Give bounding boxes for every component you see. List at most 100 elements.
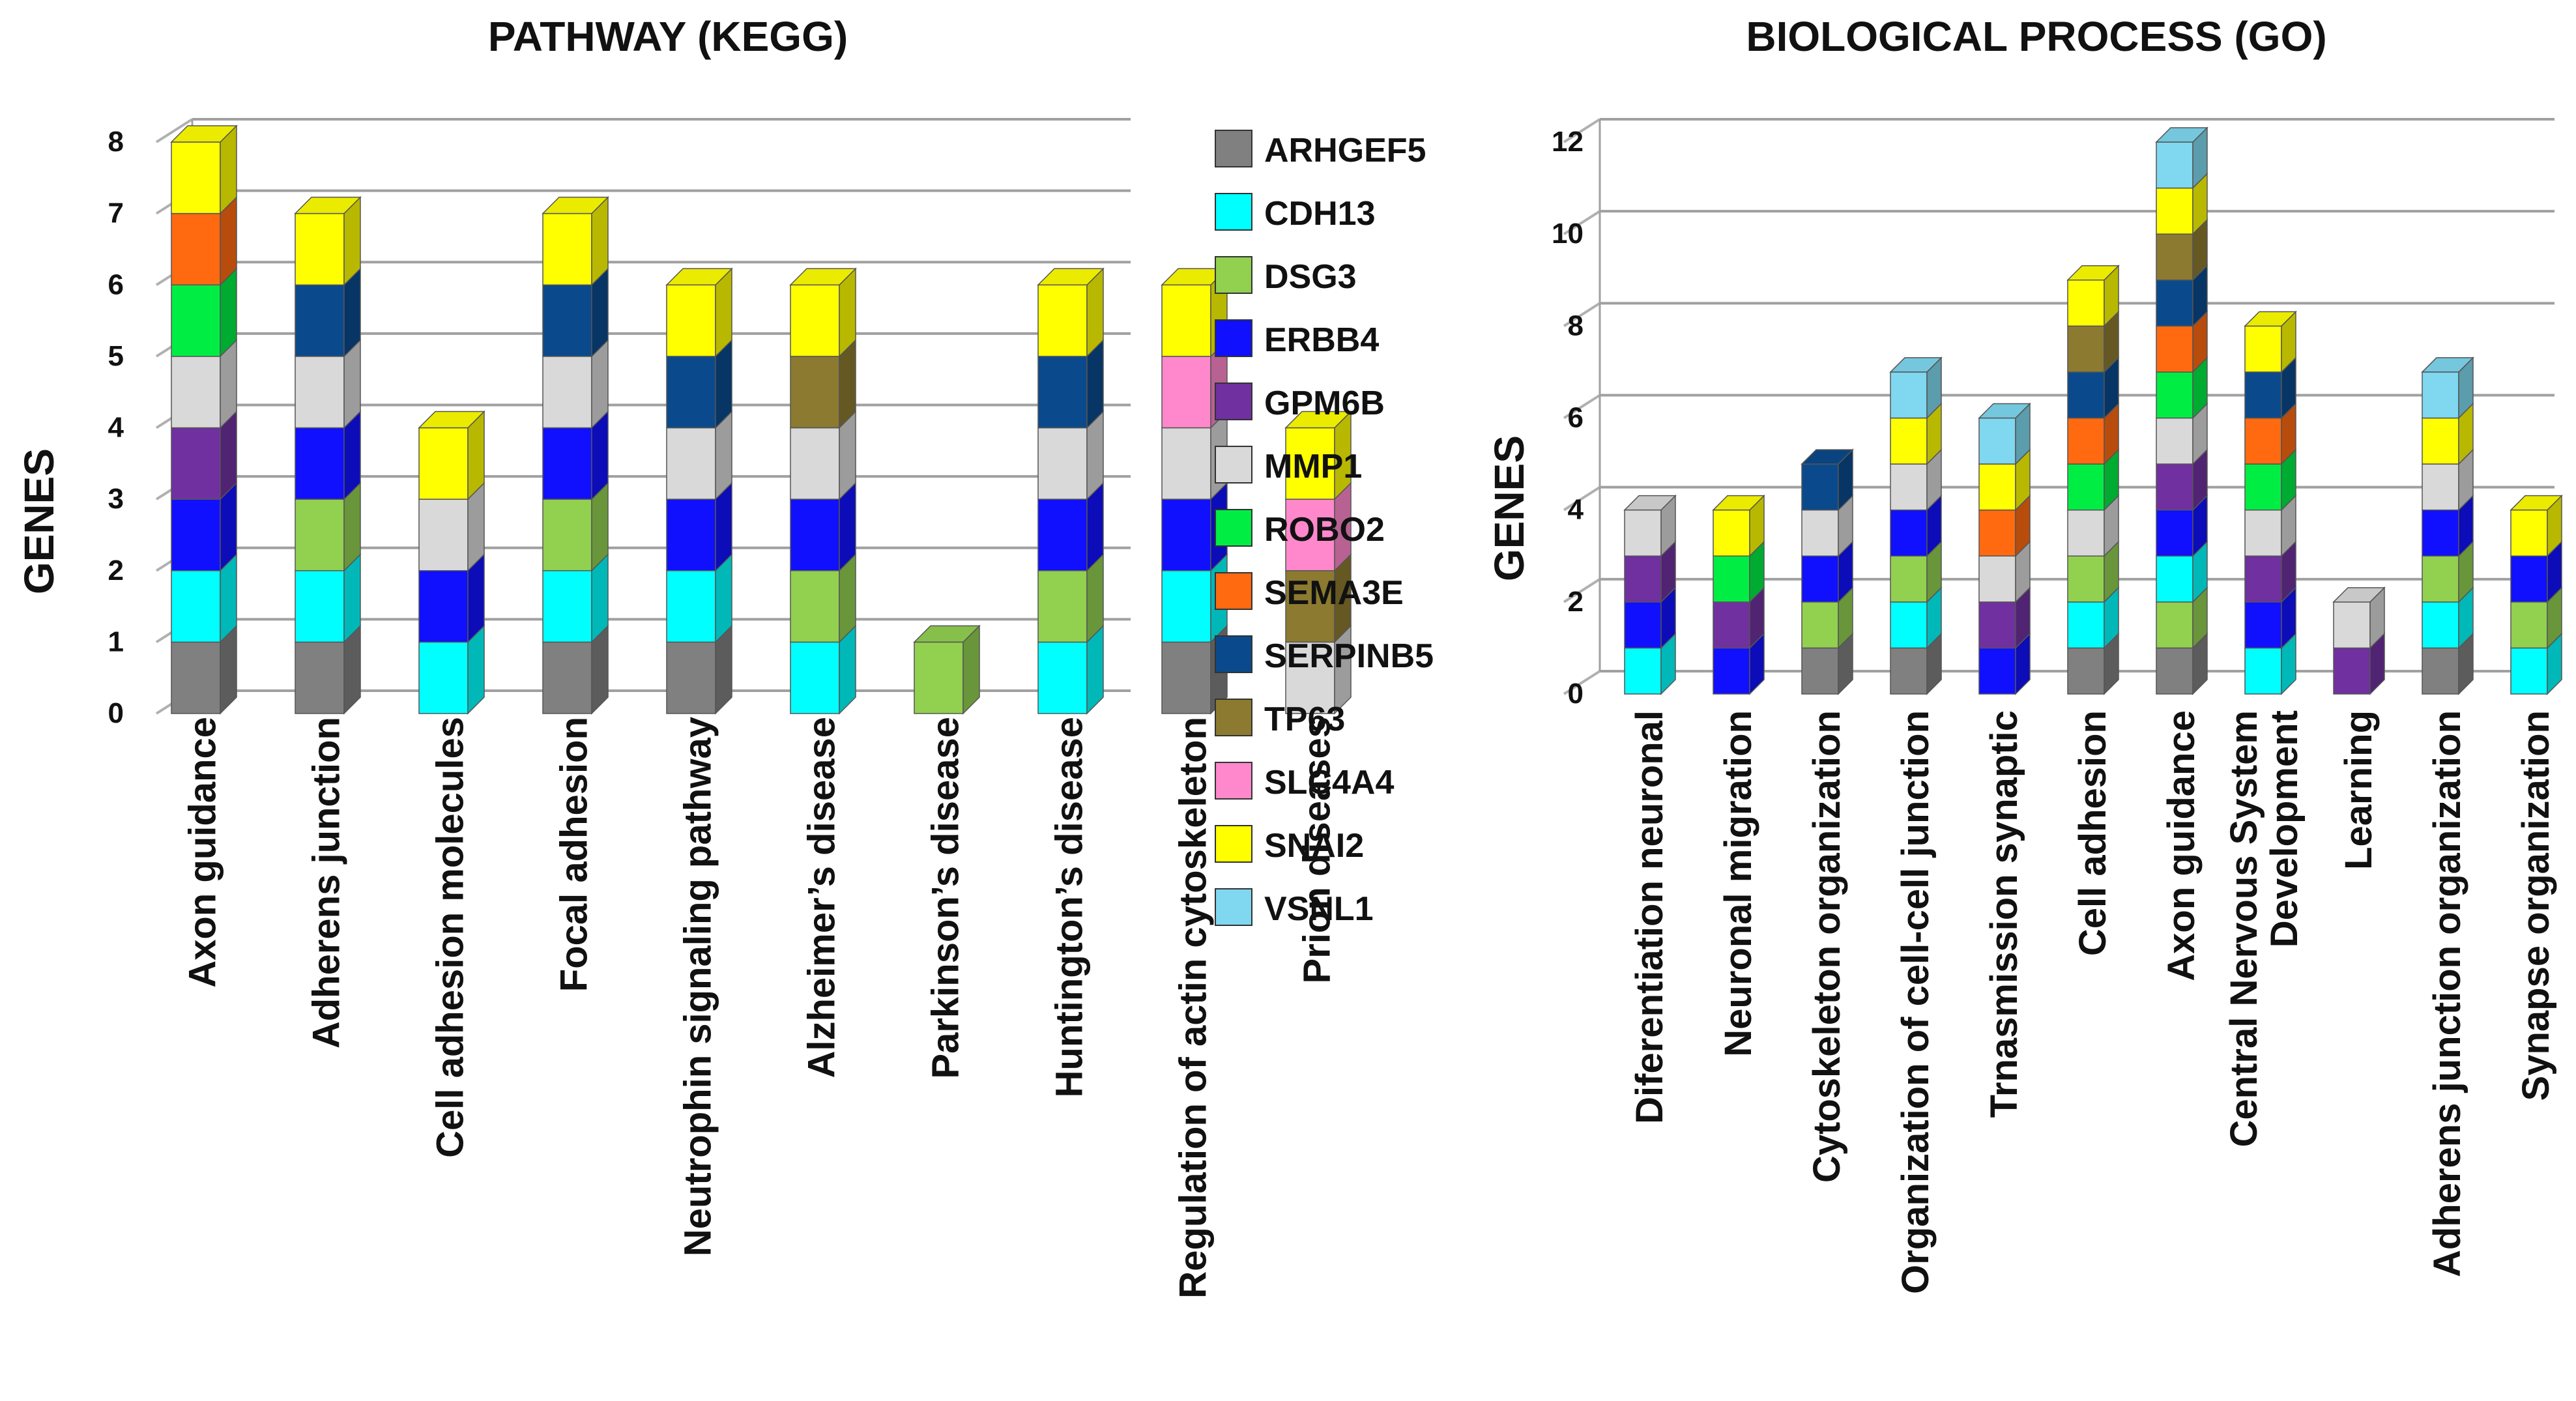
kegg-bar-stack — [294, 195, 362, 715]
kegg-bar-segment-mmp1 — [171, 339, 237, 429]
kegg-bar-segment-cdh13 — [171, 553, 237, 644]
legend-label: VSNL1 — [1264, 890, 1374, 928]
go-bar-segment-cdh13 — [1624, 632, 1676, 695]
go-bar-segment-sema3e — [2067, 402, 2119, 465]
kegg-bar-segment-dsg3 — [790, 553, 856, 644]
kegg-bar-segment-slc4a4 — [1285, 482, 1352, 572]
go-bar-segment-tp63 — [2067, 310, 2119, 373]
go-grid-diag — [1563, 118, 1601, 143]
go-y-axis-label: GENES — [1486, 435, 1533, 581]
kegg-bar-segment-snai2 — [1284, 410, 1352, 500]
legend-swatch — [1215, 888, 1252, 926]
go-bar-segment-dsg3 — [1801, 586, 1853, 650]
go-bar-segment-gpm6b — [1978, 586, 2031, 650]
kegg-bar-segment-dsg3 — [913, 624, 981, 715]
go-bar-segment-dsg3 — [1890, 540, 1942, 603]
legend-swatch — [1215, 509, 1252, 547]
go-bar-segment-snai2 — [2510, 494, 2563, 558]
go-bar-segment-cdh13 — [2156, 540, 2208, 603]
kegg-y-tick-label: 1 — [108, 626, 124, 657]
go-category-label: Adherens junction organization — [2426, 710, 2468, 1277]
legend-swatch — [1215, 256, 1252, 294]
go-bar-segment-mmp1 — [2067, 494, 2119, 558]
legend-label: SERPINB5 — [1264, 637, 1434, 675]
go-y-tick-label: 6 — [1568, 402, 1584, 434]
kegg-bar-segment-mmp1 — [418, 482, 485, 572]
kegg-bar-segment-mmp1 — [666, 410, 732, 500]
legend-swatch — [1215, 825, 1252, 863]
go-category-label: Synapse organization — [2515, 710, 2557, 1101]
kegg-bar-stack — [170, 124, 238, 715]
go-bar-stack — [1889, 356, 1943, 695]
kegg-category-label: Focal adhesion — [553, 717, 596, 992]
go-bar-segment-vsnl1 — [2155, 126, 2208, 190]
kegg-bar-stack — [665, 267, 733, 715]
kegg-bars — [170, 124, 1352, 715]
go-bar-segment-mmp1 — [1890, 448, 1942, 512]
kegg-category-label: Parkinson’s disease — [925, 717, 967, 1079]
kegg-category-label: Regulation of actin cytoskeleton — [1172, 717, 1215, 1299]
kegg-bar-segment-mmp1 — [790, 410, 856, 500]
kegg-y-tick-label: 3 — [108, 483, 124, 515]
kegg-bar-segment-cdh13 — [418, 624, 485, 715]
go-bar-segment-dsg3 — [2510, 586, 2562, 650]
legend-swatch — [1215, 699, 1252, 736]
kegg-y-tick-label: 2 — [108, 555, 124, 586]
legend-swatch — [1215, 762, 1252, 800]
go-bar-stack — [2244, 310, 2297, 695]
kegg-bar-segment-mmp1 — [295, 339, 361, 429]
kegg-bar-segment-mmp1 — [542, 339, 609, 429]
go-bar-stack — [1712, 494, 1765, 695]
go-bar-stack — [2421, 356, 2474, 695]
go-bar-segment-arhgef5 — [2067, 632, 2119, 695]
go-bar-segment-erbb4 — [2510, 540, 2562, 603]
go-category-label: Cell adhesion — [2072, 710, 2114, 956]
legend-label: SEMA3E — [1264, 574, 1404, 612]
go-bar-segment-sema3e — [2156, 310, 2208, 373]
go-floor — [1564, 671, 2554, 694]
go-category-label: Learning — [2337, 710, 2380, 870]
legend-label: TP63 — [1264, 700, 1345, 738]
kegg-category-label: Alzheimer’s disease — [801, 717, 843, 1078]
legend-label: ERBB4 — [1264, 321, 1379, 359]
kegg-bar-stack — [1284, 410, 1352, 715]
legend-label: MMP1 — [1264, 448, 1362, 485]
legend-label: ARHGEF5 — [1264, 132, 1426, 169]
kegg-y-tick-label: 4 — [108, 412, 124, 444]
go-category-labels: Diferentiation neuronal Neuronal migratio… — [1628, 710, 2557, 1294]
kegg-y-tick-label: 6 — [108, 268, 124, 300]
go-bar-segment-cdh13 — [1890, 586, 1942, 650]
kegg-bar-segment-cdh13 — [790, 624, 856, 715]
go-bar-stack — [1978, 402, 2031, 695]
legend: ARHGEF5 CDH13 DSG3 ERBB4 GPM6B MMP1 ROBO2 SEMA3… — [1215, 130, 1434, 928]
kegg-bar-segment-snai2 — [542, 195, 609, 287]
kegg-y-tick-label: 5 — [108, 340, 124, 372]
kegg-bar-stack — [418, 410, 485, 715]
kegg-bar-segment-erbb4 — [666, 482, 732, 572]
kegg-bar-segment-arhgef5 — [295, 624, 361, 715]
kegg-bar-stack — [1037, 267, 1105, 715]
go-category-label: Trnasmission synaptic — [1983, 710, 2025, 1118]
go-bar-segment-sema3e — [1978, 494, 2031, 558]
go-y-tick-label: 12 — [1552, 126, 1584, 158]
go-bar-stack — [1623, 494, 1677, 695]
kegg-category-label: Cell adhesion molecules — [429, 717, 472, 1158]
legend-item-snai2: SNAI2 — [1215, 825, 1364, 865]
legend-swatch — [1215, 319, 1252, 357]
go-bar-stack — [2510, 494, 2563, 695]
go-y-tick-label: 10 — [1552, 218, 1584, 250]
go-bar-stack — [2066, 264, 2120, 695]
kegg-bar-segment-snai2 — [418, 410, 485, 500]
kegg-category-labels: Axon guidance Adherens junction Cell adhes… — [182, 717, 1339, 1299]
legend-swatch — [1215, 446, 1252, 484]
go-bar-segment-robo2 — [2067, 448, 2119, 512]
kegg-bar-segment-mmp1 — [1037, 410, 1104, 500]
go-gridlines — [1563, 118, 2554, 695]
kegg-chart-title: PATHWAY (KEGG) — [488, 13, 848, 60]
go-bar-segment-erbb4 — [2422, 494, 2474, 558]
go-bar-segment-cdh13 — [2244, 632, 2296, 695]
go-bar-segment-sema3e — [2244, 402, 2296, 465]
legend-swatch — [1215, 130, 1252, 167]
kegg-category-label: Prion diseases — [1296, 717, 1339, 983]
